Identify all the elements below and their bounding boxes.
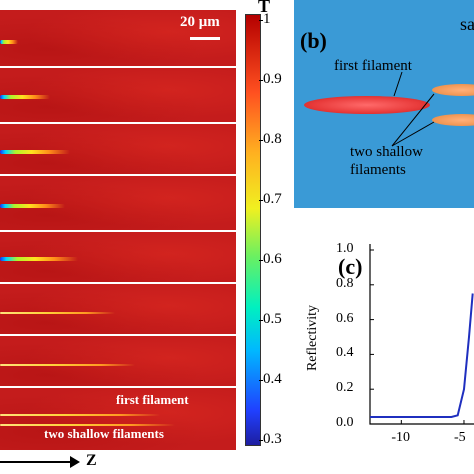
colorbar-tick-label: 0.6 (263, 251, 282, 267)
panel-b-corner-text: sa (460, 14, 474, 34)
panel-b-label: (b) (300, 28, 327, 53)
y-tick-label: 0.0 (336, 415, 354, 430)
y-tick-label: 0.6 (336, 310, 354, 326)
colorbar-tick-label: 0.5 (263, 311, 282, 327)
colorbar-tick-mark (259, 260, 263, 261)
colorbar-tick-mark (259, 140, 263, 141)
colorbar-tick-mark (259, 20, 263, 21)
image-strip (0, 284, 236, 340)
scale-bar-label: 20 μm (180, 14, 220, 30)
arrow-right-icon (70, 456, 80, 468)
shallow-filaments-annotation: two shallow filaments (44, 426, 164, 441)
colorbar (245, 14, 261, 446)
colorbar-tick-label: 0.3 (263, 431, 282, 447)
separator (0, 66, 236, 68)
colorbar-tick-mark (259, 440, 263, 441)
shallow-filaments-label-line1: two shallow (350, 144, 423, 160)
separator (0, 282, 236, 284)
y-tick-label: 0.2 (336, 380, 354, 396)
image-strip (0, 336, 236, 392)
colorbar-tick-label: 1 (263, 11, 271, 27)
image-strip (0, 232, 236, 288)
panel-a-filament-images: 20 μm first filament two shallow filamen… (0, 0, 236, 450)
y-axis-label: Reflectivity (305, 304, 320, 372)
pointer-arrows (391, 71, 435, 147)
z-axis: Z (0, 450, 236, 474)
first-filament-annotation: first filament (116, 392, 189, 407)
separator (0, 230, 236, 232)
colorbar-tick-label: 0.8 (263, 131, 282, 147)
shallow-filaments-label-line2: filaments (350, 162, 406, 178)
chart-axes (369, 244, 474, 425)
x-tick-label: -5 (453, 430, 466, 445)
colorbar-title: T (258, 0, 271, 16)
image-strip (0, 68, 236, 124)
y-tick-label: 0.8 (336, 275, 354, 291)
image-strip (0, 124, 236, 180)
first-filament-label: first filament (334, 58, 412, 74)
first-filament-ellipse (304, 96, 430, 114)
shallow-filament-ellipse (432, 114, 474, 126)
separator (0, 386, 236, 388)
panel-b-schematic: (b) sa first filament two shallow filame… (294, 0, 474, 208)
y-tick-label: 0.4 (336, 345, 354, 361)
reflectivity-series-line (370, 293, 474, 418)
scale-bar (190, 37, 220, 40)
image-strip (0, 388, 236, 450)
panel-c-label: (c) (338, 254, 363, 279)
shallow-filament-ellipse (432, 84, 474, 96)
x-tick-label: -10 (391, 430, 410, 445)
colorbar-tick-label: 0.7 (263, 191, 282, 207)
y-tick-label: 1.0 (336, 241, 354, 256)
colorbar-tick-mark (259, 200, 263, 201)
colorbar-tick-mark (259, 80, 263, 81)
colorbar-tick-mark (259, 320, 263, 321)
colorbar-tick-label: 0.4 (263, 371, 282, 387)
separator (0, 122, 236, 124)
colorbar-tick-label: 0.9 (263, 71, 282, 87)
panel-c-reflectivity-chart: (c) Reflectivity 1.0 0.8 0.6 0.4 0.2 0.0 -10 -5 (294, 230, 474, 474)
chart-svg (369, 244, 474, 425)
shallow-filaments-label: two shallow filaments (350, 143, 423, 179)
image-strip (0, 176, 236, 232)
separator (0, 334, 236, 336)
separator (0, 174, 236, 176)
z-axis-label: Z (86, 452, 97, 469)
colorbar-tick-mark (259, 380, 263, 381)
